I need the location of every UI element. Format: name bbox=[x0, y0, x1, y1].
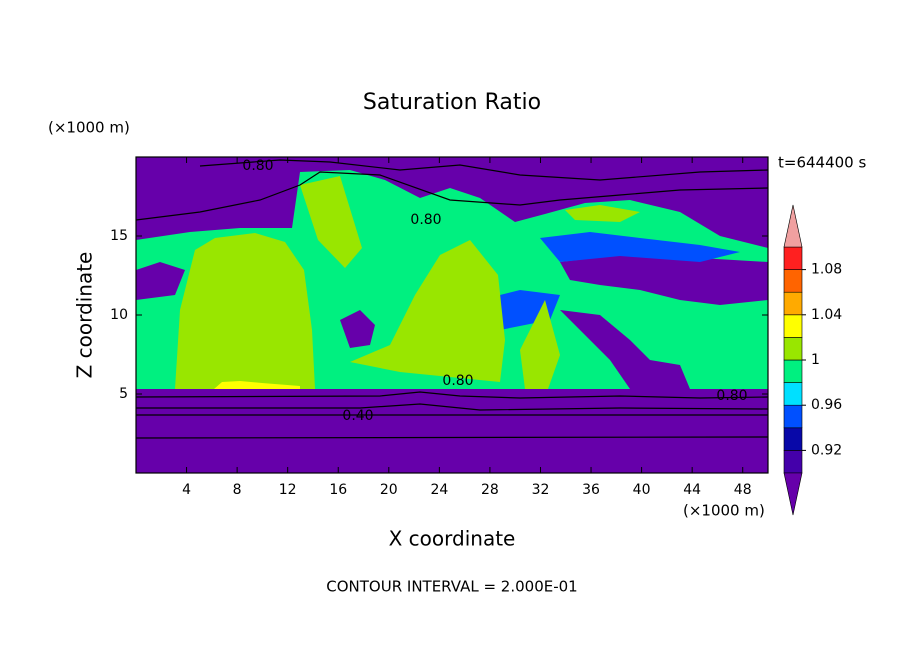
field-region bbox=[520, 300, 560, 389]
x-tick-label: 16 bbox=[329, 482, 347, 498]
colorbar-segment bbox=[783, 314, 803, 338]
colorbar-segment bbox=[783, 404, 803, 429]
contour-label: 0.40 bbox=[342, 408, 373, 424]
y-tick-label: 10 bbox=[110, 307, 128, 323]
field-region bbox=[350, 240, 505, 382]
contour-label: 0.80 bbox=[716, 388, 747, 404]
colorbar-segment bbox=[783, 450, 803, 474]
field-region bbox=[214, 381, 300, 389]
x-tick-label: 4 bbox=[182, 482, 191, 498]
x-tick-label: 36 bbox=[582, 482, 600, 498]
colorbar-segment bbox=[783, 382, 803, 406]
x-axis-label: X coordinate bbox=[389, 527, 516, 551]
field-region bbox=[560, 310, 690, 389]
field-region bbox=[565, 205, 640, 222]
colorbar-tick-label: 1.08 bbox=[811, 262, 842, 278]
colorbar-segment bbox=[783, 359, 803, 383]
y-tick-label: 5 bbox=[119, 386, 128, 402]
field-region bbox=[300, 176, 362, 268]
x-tick-label: 40 bbox=[633, 482, 651, 498]
y-axis-label: Z coordinate bbox=[73, 252, 97, 379]
y-tick-label: 15 bbox=[110, 228, 128, 244]
x-unit: (×1000 m) bbox=[683, 502, 765, 520]
x-tick-label: 24 bbox=[430, 482, 448, 498]
chart-title: Saturation Ratio bbox=[363, 90, 541, 115]
colorbar-below bbox=[783, 472, 803, 516]
time-label: t=644400 s bbox=[778, 154, 866, 172]
x-tick-label: 32 bbox=[532, 482, 550, 498]
y-unit: (×1000 m) bbox=[48, 119, 130, 137]
contour-label: 0.80 bbox=[442, 373, 473, 389]
x-tick-label: 48 bbox=[734, 482, 752, 498]
colorbar-above bbox=[783, 204, 803, 248]
field-region bbox=[175, 233, 315, 389]
colorbar-tick-label: 1 bbox=[811, 352, 820, 368]
contour-field bbox=[136, 157, 768, 473]
contour-label: 0.80 bbox=[242, 158, 273, 174]
colorbar-tick-label: 1.04 bbox=[811, 307, 842, 323]
field-region bbox=[540, 232, 740, 262]
x-tick-label: 20 bbox=[380, 482, 398, 498]
colorbar-segment bbox=[783, 246, 803, 270]
x-tick-label: 8 bbox=[233, 482, 242, 498]
x-tick-label: 28 bbox=[481, 482, 499, 498]
colorbar-segment bbox=[783, 269, 803, 293]
colorbar-segment bbox=[783, 427, 803, 451]
contour-label: 0.80 bbox=[410, 212, 441, 228]
field-region bbox=[340, 310, 375, 348]
x-tick-label: 44 bbox=[683, 482, 701, 498]
colorbar-segment bbox=[783, 291, 803, 316]
x-tick-label: 12 bbox=[279, 482, 297, 498]
colorbar-tick-label: 0.92 bbox=[811, 442, 842, 458]
field-region bbox=[560, 255, 768, 305]
colorbar-tick-label: 0.96 bbox=[811, 397, 842, 413]
footer: CONTOUR INTERVAL = 2.000E-01 bbox=[326, 578, 577, 596]
field-region bbox=[136, 262, 185, 300]
colorbar-segment bbox=[783, 337, 803, 361]
